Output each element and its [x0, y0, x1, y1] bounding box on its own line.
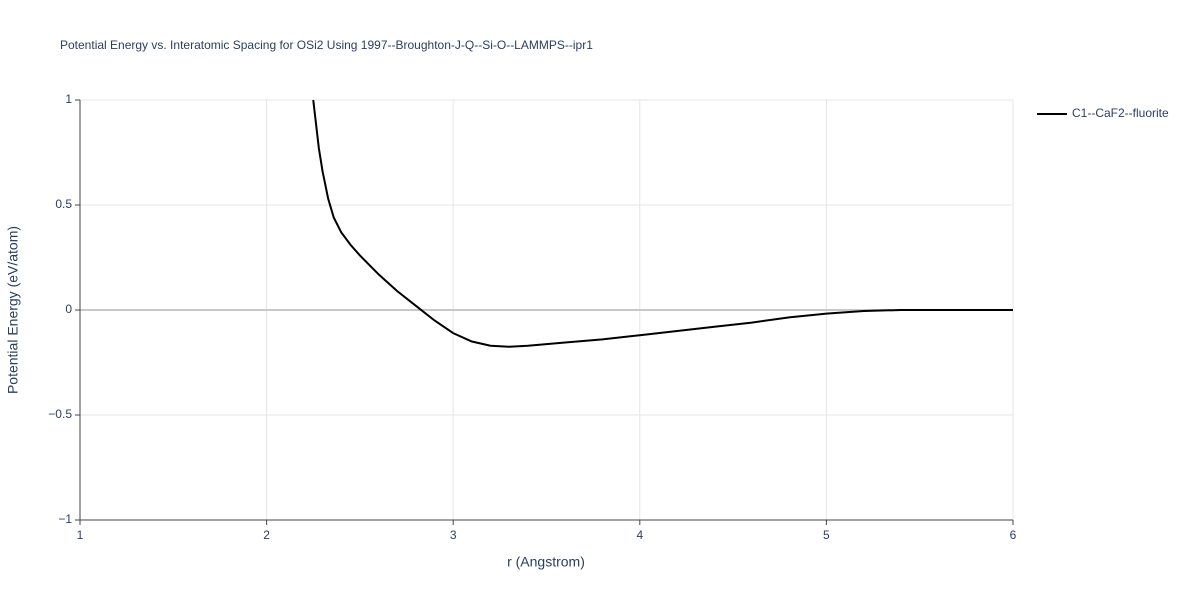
x-tick-label: 3: [450, 528, 457, 542]
y-tick-label: −0.5: [48, 407, 72, 421]
data-line: [312, 99, 1013, 348]
chart-title: Potential Energy vs. Interatomic Spacing…: [60, 38, 593, 52]
y-tick-label: 1: [65, 92, 72, 106]
x-axis-title: r (Angstrom): [507, 554, 585, 570]
x-tick-label: 1: [77, 528, 84, 542]
y-tick-label: 0: [65, 302, 72, 316]
x-tick-label: 6: [1010, 528, 1017, 542]
y-axis-title: Potential Energy (eV/atom): [5, 226, 21, 394]
y-tick-label: −1: [58, 512, 72, 526]
x-tick-label: 4: [636, 528, 643, 542]
legend-label: C1--CaF2--fluorite: [1072, 106, 1169, 120]
x-tick-label: 5: [823, 528, 830, 542]
y-tick-label: 0.5: [55, 197, 72, 211]
x-tick-label: 2: [263, 528, 270, 542]
